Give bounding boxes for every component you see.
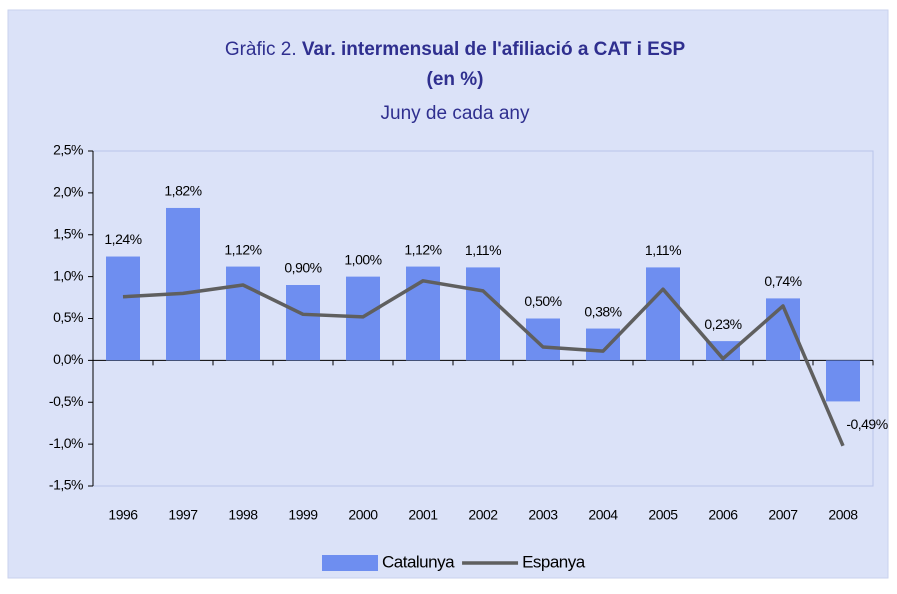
y-tick-label: 0,0%: [53, 351, 83, 367]
data-label: 0,90%: [284, 260, 321, 276]
legend-label: Espanya: [522, 552, 586, 571]
bar: [646, 267, 680, 361]
data-label: 1,24%: [104, 231, 141, 247]
x-tick-label: 2005: [648, 507, 678, 523]
y-tick-label: 0,5%: [53, 309, 83, 325]
bar: [166, 207, 200, 361]
bar: [226, 266, 260, 361]
title-number: Gràfic 2.: [225, 39, 297, 60]
bar: [526, 318, 560, 361]
legend-label: Catalunya: [382, 552, 455, 571]
y-tick-label: 1,5%: [53, 225, 83, 241]
chart-subtitle: Juny de cada any: [381, 103, 530, 124]
data-label: 0,50%: [524, 293, 561, 309]
data-label: 0,74%: [764, 273, 801, 289]
data-label: 1,12%: [404, 241, 441, 257]
x-tick-label: 1997: [168, 507, 198, 523]
bar: [706, 341, 740, 361]
y-tick-label: -0,5%: [49, 393, 83, 409]
legend-swatch: [322, 555, 378, 571]
y-tick-label: 1,0%: [53, 267, 83, 283]
x-tick-label: 1999: [288, 507, 318, 523]
bar: [106, 256, 140, 361]
y-tick-label: -1,5%: [49, 477, 83, 493]
y-tick-label: -1,0%: [49, 435, 83, 451]
x-tick-label: 1998: [228, 507, 258, 523]
title-line: Var. intermensual de l'afiliació a CAT i…: [302, 39, 686, 60]
data-label: 1,11%: [465, 242, 501, 258]
bar: [466, 267, 500, 361]
y-tick-label: 2,0%: [53, 184, 83, 200]
data-label: -0,49%: [846, 416, 887, 432]
title-line: (en %): [427, 69, 484, 90]
line: [122, 279, 845, 447]
data-label: 1,12%: [224, 241, 261, 257]
bar: [286, 285, 320, 361]
x-tick-label: 2001: [408, 507, 438, 523]
x-tick-label: 2003: [528, 507, 558, 523]
data-label: 0,38%: [584, 303, 621, 319]
data-label: 1,11%: [645, 242, 681, 258]
data-label: 0,23%: [704, 316, 741, 332]
x-tick-label: 2007: [768, 507, 798, 523]
x-tick-label: 2000: [348, 507, 378, 523]
x-tick-label: 2004: [588, 507, 618, 523]
x-tick-label: 1996: [108, 507, 138, 523]
data-label: 1,00%: [344, 251, 381, 267]
y-tick-label: 2,5%: [53, 142, 83, 158]
x-tick-label: 2008: [828, 507, 858, 523]
bar: [586, 328, 620, 361]
x-tick-label: 2002: [468, 507, 498, 523]
data-label: 1,82%: [164, 183, 201, 199]
chart-title: Gràfic 2. Var. intermensual de l'afiliac…: [225, 39, 686, 60]
x-tick-label: 2006: [708, 507, 738, 523]
bar: [826, 360, 860, 402]
